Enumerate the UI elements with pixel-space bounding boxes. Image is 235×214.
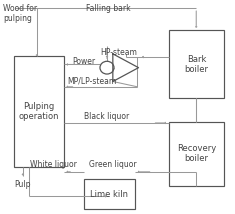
Text: Green liquor: Green liquor [89,160,137,169]
Text: Recovery
boiler: Recovery boiler [177,144,216,163]
Text: Pulping
operation: Pulping operation [18,102,59,121]
Text: Black liquor: Black liquor [84,112,130,121]
Text: Lime kiln: Lime kiln [90,190,128,199]
Text: MP/LP-steam: MP/LP-steam [67,77,116,86]
FancyBboxPatch shape [84,179,135,209]
Text: Falling bark: Falling bark [86,4,130,13]
Text: Wood for
pulping: Wood for pulping [3,4,37,23]
FancyBboxPatch shape [14,56,64,166]
Text: Pulp: Pulp [15,180,31,189]
Text: White liquor: White liquor [30,160,77,169]
FancyBboxPatch shape [169,30,224,98]
FancyBboxPatch shape [169,122,224,186]
Text: Power: Power [72,56,95,65]
Text: HP-steam: HP-steam [100,48,137,57]
Text: Bark
boiler: Bark boiler [184,55,208,74]
